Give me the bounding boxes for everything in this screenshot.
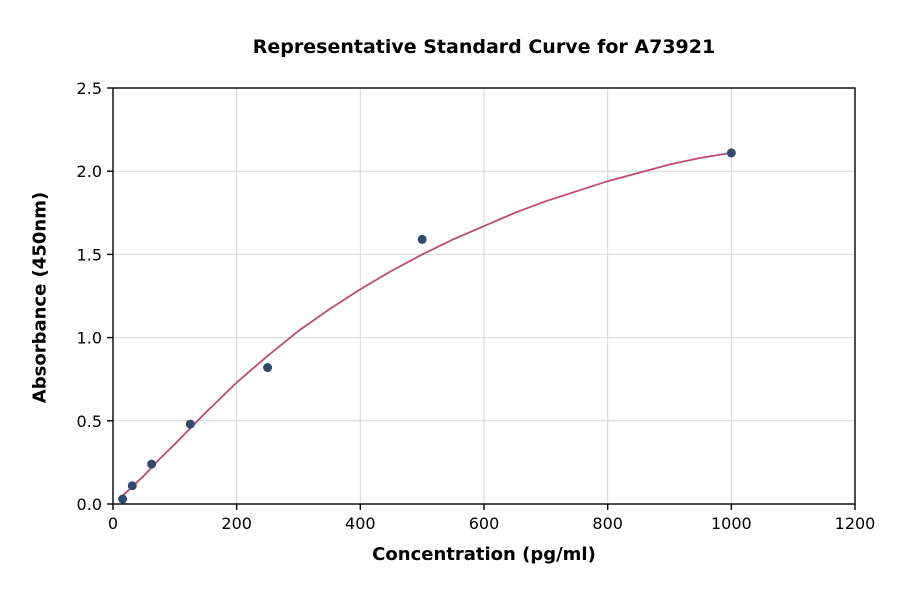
y-tick-label: 0.0 [77, 495, 102, 514]
y-axis-label: Absorbance (450nm) [29, 191, 51, 404]
data-point [127, 481, 137, 491]
x-tick-label: 200 [221, 514, 252, 533]
data-point [417, 234, 427, 244]
y-tick-label: 0.5 [77, 412, 102, 431]
fit-curve-line [121, 152, 733, 497]
x-tick-label: 0 [108, 514, 118, 533]
data-point [185, 419, 195, 429]
data-point [118, 494, 128, 504]
data-point [263, 363, 273, 373]
y-tick-label: 1.5 [77, 245, 102, 264]
x-tick-label: 600 [469, 514, 500, 533]
x-tick-label: 400 [345, 514, 376, 533]
data-point [147, 459, 157, 469]
x-tick-label: 800 [592, 514, 623, 533]
data-point [726, 148, 736, 158]
x-tick-label: 1000 [711, 514, 752, 533]
chart-title: Representative Standard Curve for A73921 [252, 36, 716, 58]
x-axis-label: Concentration (pg/ml) [372, 544, 596, 565]
y-tick-label: 2.0 [77, 162, 102, 181]
y-tick-label: 1.0 [77, 329, 102, 348]
x-tick-label: 1200 [835, 514, 876, 533]
y-tick-label: 2.5 [77, 79, 102, 98]
